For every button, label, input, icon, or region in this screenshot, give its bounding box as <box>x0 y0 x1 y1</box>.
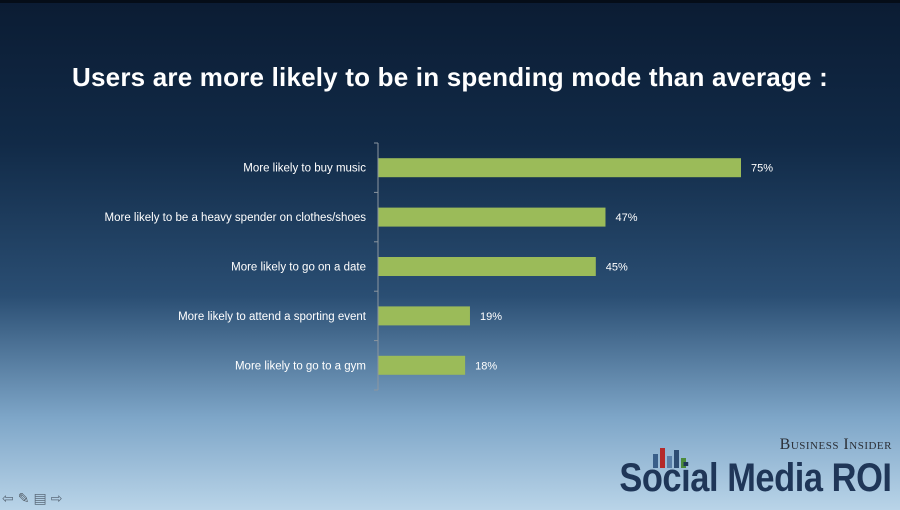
bar-1 <box>378 158 741 178</box>
bar-chart: More likely to buy music 75% More likely t… <box>105 142 773 391</box>
category-label: More likely to buy music <box>243 163 366 175</box>
slide-title: Users are more likely to be in spending … <box>72 62 828 92</box>
bar-3 <box>378 257 596 276</box>
bar-logo-icon <box>653 448 686 468</box>
menu-icon[interactable]: ▤ <box>33 490 47 506</box>
value-label: 19% <box>480 311 502 323</box>
value-label: 45% <box>606 262 628 274</box>
category-label: More likely to be a heavy spender on clo… <box>105 212 367 224</box>
category-label: More likely to attend a sporting event <box>178 311 367 323</box>
pen-icon[interactable]: ✎ <box>17 490 30 506</box>
value-label: 18% <box>475 360 497 372</box>
bar-2 <box>378 207 606 227</box>
product-name: Social Media ROI <box>619 456 893 500</box>
arrow-left-icon[interactable]: ⇦ <box>2 490 14 506</box>
bar-5 <box>378 355 466 375</box>
value-label: 47% <box>615 212 637 224</box>
value-label: 75% <box>751 163 773 175</box>
arrow-right-icon[interactable]: ⇨ <box>50 490 63 506</box>
publisher-name: Business Insider <box>779 436 892 453</box>
category-label: More likely to go to a gym <box>235 360 366 372</box>
brand-logo: Business Insider Social Media ROI <box>617 436 893 508</box>
category-label: More likely to go on a date <box>231 262 366 274</box>
top-border <box>0 0 900 3</box>
slide-navigation: ⇦ ✎ ▤ ⇨ <box>2 490 62 506</box>
bar-4 <box>378 306 470 326</box>
